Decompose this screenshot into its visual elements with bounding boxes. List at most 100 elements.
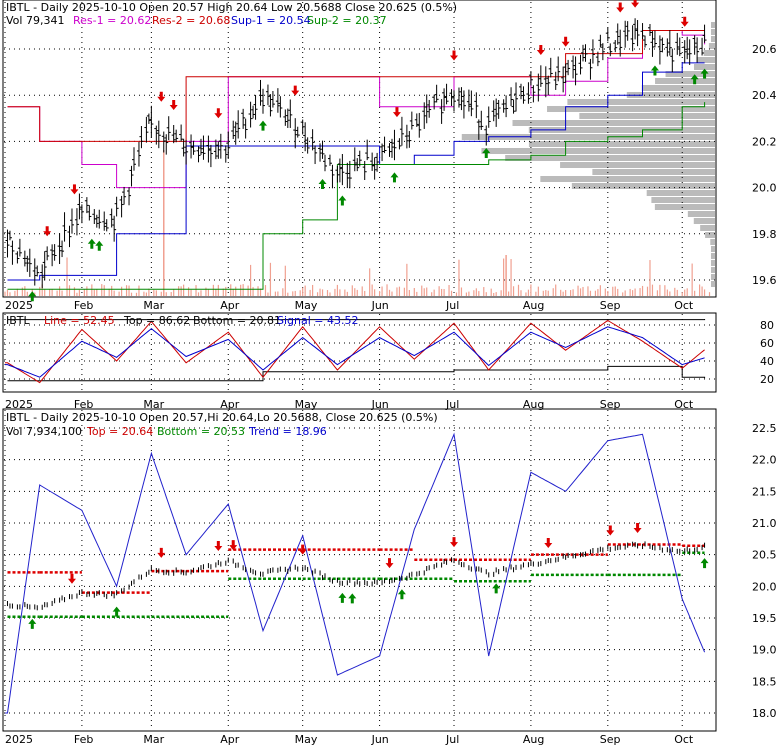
sell-signal-arrow bbox=[606, 525, 615, 536]
volume-profile-bar bbox=[711, 253, 715, 259]
price-xlabel-4: May bbox=[295, 299, 318, 312]
trend-ytick-0: 22.5 bbox=[752, 422, 777, 435]
sell-signal-arrow bbox=[450, 537, 459, 548]
volume-profile-bar bbox=[641, 85, 715, 91]
price-header-title: IBTL - Daily 2025-10-10 Open 20.57 High … bbox=[6, 1, 457, 14]
trend-header-title: IBTL - Daily 2025-10-10 Open 20.57,Hi 20… bbox=[6, 411, 438, 424]
line-series bbox=[5, 319, 705, 384]
volume-profile-bar bbox=[461, 134, 715, 140]
buy-signal-arrow bbox=[700, 558, 709, 569]
trend-ytick-3: 21.0 bbox=[752, 517, 777, 530]
buy-signal-arrow bbox=[650, 65, 659, 76]
osc-xlabel-0: 2025 bbox=[5, 398, 33, 411]
price-ytick-2: 20.2 bbox=[752, 135, 777, 148]
price-xlabel-8: Sep bbox=[600, 299, 621, 312]
price-ytick-4: 19.8 bbox=[752, 228, 777, 241]
sell-signal-arrow bbox=[157, 547, 166, 558]
volume-profile-bar bbox=[579, 113, 715, 119]
volume-profile-bar bbox=[567, 99, 715, 105]
buy-signal-arrow bbox=[87, 238, 96, 249]
volume-profile-bar bbox=[708, 43, 715, 49]
volume-profile-bar bbox=[592, 169, 715, 175]
sell-signal-arrow bbox=[291, 85, 300, 96]
price-xlabel-6: Jul bbox=[445, 299, 459, 312]
trend-header-vol: Vol 7,934,100 bbox=[6, 425, 82, 438]
volume-profile-bar bbox=[711, 281, 715, 287]
volume-profile-bar bbox=[711, 267, 715, 273]
osc-header-signal: Signal = 43.52 bbox=[277, 314, 359, 327]
osc-xlabel-1: Feb bbox=[74, 398, 93, 411]
trend-xlabel-6: Jul bbox=[445, 733, 459, 745]
osc-xlabel-3: Apr bbox=[220, 398, 240, 411]
sell-signal-arrow bbox=[214, 541, 223, 552]
volume-profile-bar bbox=[626, 92, 715, 98]
volume-profile-bar bbox=[560, 162, 715, 168]
volume-profile-bar bbox=[646, 190, 715, 196]
sup2-line bbox=[7, 102, 706, 290]
buy-signal-arrow bbox=[28, 291, 37, 302]
trend-xlabel-7: Aug bbox=[523, 733, 544, 745]
volume-profile-bar bbox=[696, 57, 715, 63]
sell-signal-arrow bbox=[544, 538, 553, 549]
osc-panel-frame bbox=[2, 312, 717, 393]
osc-xlabel-2: Mar bbox=[143, 398, 164, 411]
osc-xlabel-4: May bbox=[295, 398, 318, 411]
signal-series bbox=[5, 326, 705, 378]
buy-signal-arrow bbox=[700, 68, 709, 79]
res1-line bbox=[7, 30, 706, 189]
osc-xlabel-6: Jul bbox=[445, 398, 459, 411]
top-band-line bbox=[7, 319, 706, 321]
osc-xlabel-9: Oct bbox=[674, 398, 694, 411]
trend-header-trend: Trend = 18.96 bbox=[248, 425, 327, 438]
sell-signal-arrow bbox=[169, 100, 178, 111]
trend-xlabel-9: Oct bbox=[674, 733, 694, 745]
price-ytick-3: 20.0 bbox=[752, 182, 777, 195]
price-xlabel-0: 2025 bbox=[5, 299, 33, 312]
price-xlabel-3: Apr bbox=[220, 299, 240, 312]
sell-signal-arrow bbox=[70, 184, 79, 195]
volume-profile-bar bbox=[687, 211, 715, 217]
trend-panel: 22.5 22.0 21.5 21.0 20.5 20.0 19.5 19.0 18.5 18.0… bbox=[4, 410, 777, 746]
osc-xlabel-5: Jun bbox=[371, 398, 389, 411]
trend-xlabel-5: Jun bbox=[371, 733, 389, 745]
volume-profile-bar bbox=[654, 204, 715, 210]
sell-signal-arrow bbox=[298, 544, 307, 555]
volume-profile-bar bbox=[703, 50, 715, 56]
trend-xlabel-4: May bbox=[295, 733, 318, 745]
trend-ytick-1: 22.0 bbox=[752, 454, 777, 467]
price-header-sup1: Sup-1 = 20.54 bbox=[231, 14, 311, 27]
trend-xlabel-2: Mar bbox=[143, 733, 164, 745]
osc-header-bottom: Bottom = 20.81 bbox=[193, 314, 281, 327]
bottom-band-line bbox=[7, 365, 706, 382]
sell-signal-arrow bbox=[680, 16, 689, 27]
volume-profile-bar bbox=[693, 218, 715, 224]
sell-signal-arrow bbox=[43, 226, 52, 237]
price-xlabel-7: Aug bbox=[523, 299, 544, 312]
buy-signal-arrow bbox=[397, 589, 406, 600]
volume-profile-bar bbox=[571, 183, 715, 189]
sell-signal-arrow bbox=[536, 44, 545, 55]
osc-xlabel-7: Aug bbox=[523, 398, 544, 411]
volume-profile-bar bbox=[547, 106, 715, 112]
sell-signal-arrow bbox=[67, 573, 76, 584]
buy-signal-arrow bbox=[95, 240, 104, 251]
buy-signal-arrow bbox=[338, 195, 347, 206]
res2-line bbox=[7, 30, 705, 142]
volume-profile-bar bbox=[711, 246, 715, 252]
price-ytick-5: 19.6 bbox=[752, 274, 777, 287]
price-header-res1: Res-1 = 20.62 bbox=[73, 14, 151, 27]
trend-ytick-8: 18.5 bbox=[752, 675, 777, 688]
osc-xlabel-8: Sep bbox=[600, 398, 621, 411]
osc-ytick-2: 40 bbox=[760, 355, 774, 368]
sell-signal-arrow bbox=[214, 108, 223, 119]
price-xlabel-5: Jun bbox=[371, 299, 389, 312]
volume-profile-bar bbox=[711, 274, 715, 280]
volume-profile-bar bbox=[540, 176, 715, 182]
volume-profile-bar bbox=[655, 78, 715, 84]
osc-ytick-1: 60 bbox=[760, 337, 774, 350]
buy-signal-arrow bbox=[492, 583, 501, 594]
trend-xlabel-3: Apr bbox=[220, 733, 240, 745]
osc-ytick-0: 80 bbox=[760, 319, 774, 332]
trend-xlabel-8: Sep bbox=[600, 733, 621, 745]
